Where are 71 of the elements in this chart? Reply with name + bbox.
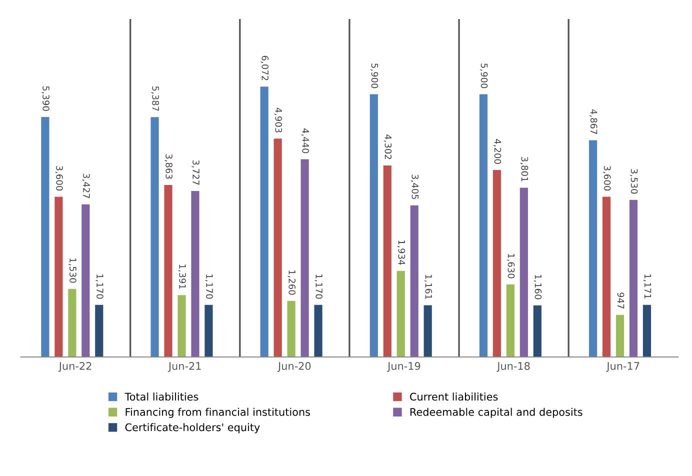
data-label: 4,440 bbox=[301, 128, 309, 154]
bar bbox=[492, 170, 501, 357]
data-label: 3,427 bbox=[82, 174, 90, 198]
data-label: 1,260 bbox=[288, 270, 296, 295]
data-label: 1,170 bbox=[314, 274, 322, 299]
x-tick-label: Jun-18 bbox=[496, 362, 530, 372]
data-label: 3,600 bbox=[55, 166, 63, 191]
data-label: 1,530 bbox=[68, 258, 76, 283]
bar bbox=[642, 304, 652, 357]
bar bbox=[191, 191, 200, 357]
data-label: 3,405 bbox=[410, 174, 419, 200]
legend-label: Financing from financial institutions bbox=[126, 408, 310, 418]
data-label: 1,160 bbox=[534, 274, 542, 300]
data-label: 1,630 bbox=[506, 254, 515, 278]
x-tick-label: Jun-20 bbox=[277, 362, 311, 372]
data-label: 5,900 bbox=[480, 64, 488, 88]
bar bbox=[410, 205, 418, 357]
data-label: 5,390 bbox=[42, 86, 50, 111]
bar bbox=[68, 288, 76, 357]
data-label: 4,200 bbox=[493, 139, 502, 164]
bar bbox=[520, 188, 528, 357]
data-label: 1,171 bbox=[643, 274, 652, 298]
data-label: 947 bbox=[617, 292, 624, 309]
x-tick-label: Jun-19 bbox=[387, 362, 420, 372]
data-label: 4,903 bbox=[274, 108, 282, 132]
x-tick-label: Jun-17 bbox=[606, 362, 640, 372]
data-label: 5,387 bbox=[151, 86, 159, 111]
bar bbox=[588, 140, 598, 357]
x-tick-label: Jun-22 bbox=[58, 362, 92, 372]
bar bbox=[260, 86, 268, 357]
bar bbox=[506, 284, 514, 357]
legend-label: Total liabilities bbox=[124, 392, 198, 401]
bar bbox=[479, 94, 488, 357]
data-label: 5,900 bbox=[370, 64, 378, 88]
bar bbox=[533, 305, 542, 357]
bar bbox=[300, 159, 309, 357]
bar bbox=[370, 94, 378, 357]
legend-label: Redeemable capital and deposits bbox=[410, 408, 582, 418]
legend-label: Certificate-holders' equity bbox=[125, 423, 260, 434]
data-label: 1,170 bbox=[96, 274, 104, 299]
data-label: 3,801 bbox=[520, 157, 528, 182]
data-label: 1,934 bbox=[397, 240, 406, 265]
bar bbox=[602, 196, 611, 357]
bar bbox=[287, 300, 296, 357]
data-label: 3,600 bbox=[602, 166, 611, 191]
x-tick-label: Jun-21 bbox=[168, 362, 201, 372]
data-label: 1,391 bbox=[178, 264, 186, 289]
data-label: 6,072 bbox=[260, 56, 269, 80]
legend-label: Current liabilities bbox=[410, 392, 498, 401]
bar bbox=[178, 295, 186, 357]
bar bbox=[204, 304, 213, 357]
bar bbox=[95, 304, 104, 357]
data-label: 4,302 bbox=[384, 134, 392, 159]
bar bbox=[629, 200, 638, 357]
data-label: 1,161 bbox=[424, 274, 432, 299]
bar bbox=[150, 117, 159, 357]
bar bbox=[383, 165, 392, 357]
bar bbox=[41, 117, 50, 357]
bar bbox=[54, 196, 63, 357]
data-label: 1,170 bbox=[205, 274, 213, 299]
data-label: 4,867 bbox=[589, 109, 598, 134]
bar bbox=[616, 314, 624, 357]
bar bbox=[396, 270, 405, 357]
data-label: 3,863 bbox=[164, 154, 172, 179]
bar bbox=[424, 305, 432, 357]
bar bbox=[82, 204, 90, 357]
data-label: 3,530 bbox=[630, 169, 638, 194]
bar bbox=[274, 138, 282, 357]
data-label: 3,727 bbox=[192, 160, 200, 185]
bar bbox=[164, 184, 172, 357]
bar bbox=[314, 304, 322, 357]
